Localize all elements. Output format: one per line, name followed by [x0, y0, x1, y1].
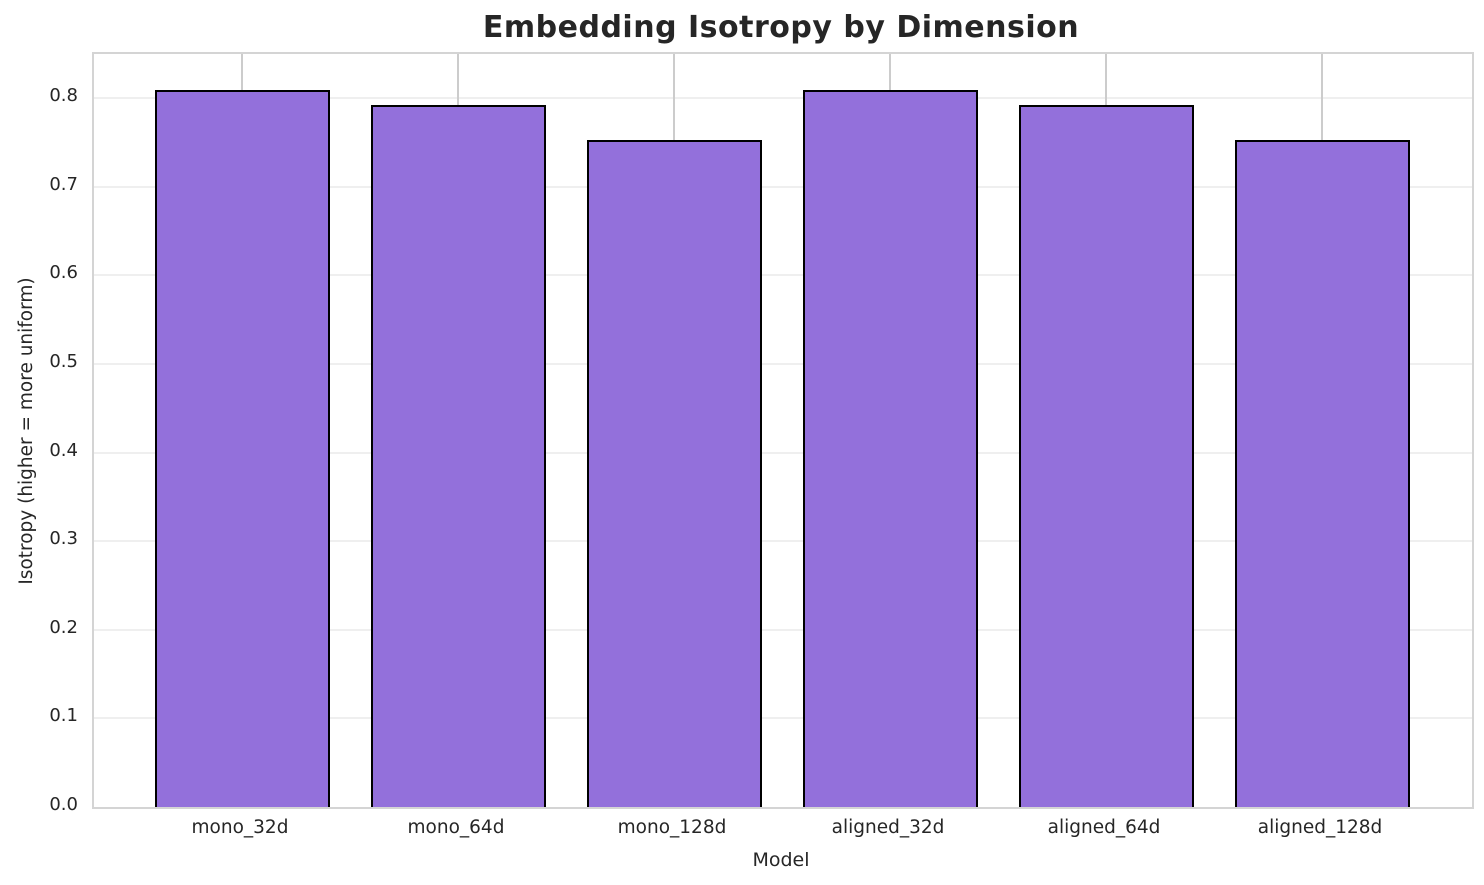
plot-area	[92, 52, 1474, 809]
bar-aligned_32d	[802, 90, 978, 807]
gridline-horizontal	[94, 274, 1472, 277]
gridline-horizontal	[94, 97, 1472, 100]
gridline-horizontal	[94, 451, 1472, 454]
x-tick-label: aligned_32d	[831, 817, 945, 838]
bar-mono_32d	[154, 90, 330, 807]
x-tick-label: mono_64d	[407, 817, 505, 838]
x-axis-label: Model	[752, 849, 810, 871]
bar-mono_128d	[586, 139, 762, 807]
y-axis-label: Isotropy (higher = more uniform)	[16, 277, 37, 585]
gridline-horizontal	[94, 628, 1472, 631]
x-tick-label: aligned_128d	[1257, 817, 1383, 838]
gridline-horizontal	[94, 185, 1472, 188]
bar-aligned_64d	[1018, 104, 1194, 807]
y-tick-label: 0.1	[49, 705, 78, 727]
y-tick-label: 0.0	[49, 794, 78, 815]
x-tick-label: aligned_64d	[1047, 817, 1161, 838]
y-tick-label: 0.6	[49, 262, 78, 284]
y-tick-label: 0.7	[49, 173, 78, 195]
gridline-horizontal	[94, 363, 1472, 366]
y-tick-label: 0.4	[49, 439, 78, 461]
y-tick-label: 0.2	[49, 616, 78, 638]
x-tick-label: mono_32d	[191, 817, 289, 838]
gridline-horizontal	[94, 540, 1472, 543]
bar-mono_64d	[370, 104, 546, 807]
x-tick-label: mono_128d	[617, 817, 727, 838]
y-tick-label: 0.8	[49, 85, 78, 107]
y-tick-label: 0.5	[49, 351, 78, 373]
chart-title: Embedding Isotropy by Dimension	[482, 10, 1080, 45]
gridline-horizontal	[94, 717, 1472, 720]
bar-aligned_128d	[1234, 139, 1410, 807]
y-tick-label: 0.3	[49, 528, 78, 550]
